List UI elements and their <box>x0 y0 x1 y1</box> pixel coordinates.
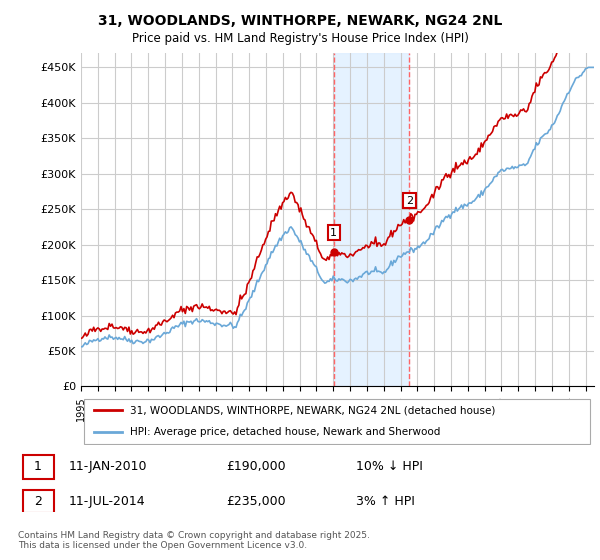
Text: 3% ↑ HPI: 3% ↑ HPI <box>356 495 415 508</box>
FancyBboxPatch shape <box>23 455 53 478</box>
Text: 11-JAN-2010: 11-JAN-2010 <box>69 460 147 473</box>
Text: 31, WOODLANDS, WINTHORPE, NEWARK, NG24 2NL (detached house): 31, WOODLANDS, WINTHORPE, NEWARK, NG24 2… <box>130 405 495 416</box>
Text: 10% ↓ HPI: 10% ↓ HPI <box>356 460 423 473</box>
Text: 2: 2 <box>406 195 413 206</box>
Text: 31, WOODLANDS, WINTHORPE, NEWARK, NG24 2NL: 31, WOODLANDS, WINTHORPE, NEWARK, NG24 2… <box>98 14 502 28</box>
Text: 1: 1 <box>34 460 41 473</box>
Text: 11-JUL-2014: 11-JUL-2014 <box>69 495 145 508</box>
Text: 1: 1 <box>330 227 337 237</box>
Text: £235,000: £235,000 <box>227 495 286 508</box>
Text: £190,000: £190,000 <box>227 460 286 473</box>
Text: Price paid vs. HM Land Registry's House Price Index (HPI): Price paid vs. HM Land Registry's House … <box>131 32 469 45</box>
FancyBboxPatch shape <box>23 489 53 513</box>
Text: HPI: Average price, detached house, Newark and Sherwood: HPI: Average price, detached house, Newa… <box>130 427 440 437</box>
FancyBboxPatch shape <box>83 399 590 444</box>
Text: Contains HM Land Registry data © Crown copyright and database right 2025.
This d: Contains HM Land Registry data © Crown c… <box>18 531 370 550</box>
Bar <box>334 53 409 386</box>
Text: 2: 2 <box>34 495 41 508</box>
